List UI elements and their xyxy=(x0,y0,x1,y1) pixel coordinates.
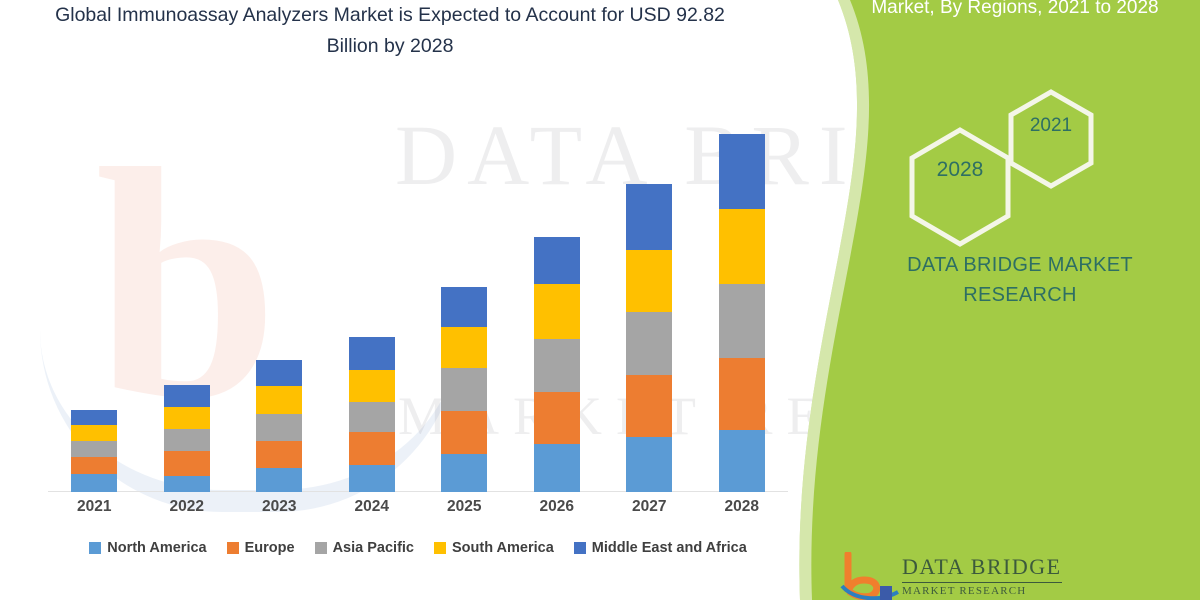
legend-item[interactable]: Middle East and Africa xyxy=(573,540,747,556)
legend-swatch-icon xyxy=(226,542,239,554)
bar-segment[interactable] xyxy=(348,464,395,492)
bar-segment[interactable] xyxy=(348,369,395,402)
dbmr-logo-sub: MARKET RESEARCH xyxy=(902,582,1062,597)
legend-label: Middle East and Africa xyxy=(591,540,747,556)
x-axis-label-2027: 2027 xyxy=(632,498,667,515)
chart-area: Global Immunoassay Analyzers Market is E… xyxy=(48,4,788,556)
bar-segment[interactable] xyxy=(533,236,580,284)
x-axis-label-2022: 2022 xyxy=(169,498,204,515)
bar-segment[interactable] xyxy=(626,374,673,437)
legend-swatch-icon xyxy=(573,542,586,554)
dbmr-logo-wordmark: DATA BRIDGE MARKET RESEARCH xyxy=(902,554,1062,597)
x-axis-line xyxy=(48,491,788,492)
stacked-bar-plot xyxy=(48,120,788,492)
hexagon-2021-icon xyxy=(1005,88,1097,190)
dbmr-logo-mark-icon xyxy=(840,550,906,600)
bar-segment[interactable] xyxy=(71,424,118,441)
chart-legend: North America Europe Asia Pacific South Ame… xyxy=(48,540,788,556)
bar-segment[interactable] xyxy=(71,409,118,425)
bar-segment[interactable] xyxy=(533,391,580,445)
dbmr-logo: DATA BRIDGE MARKET RESEARCH xyxy=(840,550,1140,600)
hexagon-2021-label: 2021 xyxy=(1029,115,1073,136)
bar-segment[interactable] xyxy=(441,410,488,455)
bar-segment[interactable] xyxy=(533,283,580,339)
bar-segment[interactable] xyxy=(71,456,118,474)
bar-segment[interactable] xyxy=(626,184,673,250)
bar-segment[interactable] xyxy=(441,326,488,368)
dbmr-logo-name: DATA BRIDGE xyxy=(902,554,1062,579)
bar-segment[interactable] xyxy=(441,454,488,492)
bar-segment[interactable] xyxy=(348,431,395,465)
hexagon-2028-label: 2028 xyxy=(936,158,984,181)
x-axis-label-2021: 2021 xyxy=(77,498,112,515)
bar-segment[interactable] xyxy=(533,444,580,492)
legend-label: North America xyxy=(107,540,207,556)
bar-2025[interactable] xyxy=(441,286,488,492)
bar-segment[interactable] xyxy=(256,359,303,386)
bar-segment[interactable] xyxy=(348,401,395,432)
bar-segment[interactable] xyxy=(256,440,303,468)
bar-segment[interactable] xyxy=(533,338,580,392)
bar-segment[interactable] xyxy=(348,336,395,370)
bar-segment[interactable] xyxy=(163,385,210,408)
bar-segment[interactable] xyxy=(441,367,488,411)
legend-item[interactable]: North America xyxy=(89,540,207,556)
bar-segment[interactable] xyxy=(163,407,210,430)
legend-swatch-icon xyxy=(434,542,446,554)
bar-2024[interactable] xyxy=(348,336,395,492)
bar-segment[interactable] xyxy=(626,311,673,375)
x-axis-label-2028: 2028 xyxy=(724,498,759,515)
bar-segment[interactable] xyxy=(718,284,765,358)
bar-segment[interactable] xyxy=(256,413,303,441)
x-axis-label-2026: 2026 xyxy=(539,498,574,515)
bar-segment[interactable] xyxy=(256,385,303,414)
legend-label: Europe xyxy=(244,540,295,556)
x-axis-label-2024: 2024 xyxy=(354,498,389,515)
hexagon-2028-icon xyxy=(905,126,1015,248)
legend-label: South America xyxy=(452,540,554,556)
hexagon-badges: 2028 2021 xyxy=(905,88,1135,247)
legend-label: Asia Pacific xyxy=(332,540,414,556)
bar-segment[interactable] xyxy=(718,209,765,285)
bar-segment[interactable] xyxy=(163,476,210,492)
x-axis-label-2023: 2023 xyxy=(262,498,297,515)
legend-item[interactable]: Europe xyxy=(226,540,295,556)
bar-2028[interactable] xyxy=(718,134,765,492)
x-axis-label-2025: 2025 xyxy=(447,498,482,515)
legend-swatch-icon xyxy=(314,542,327,554)
bar-segment[interactable] xyxy=(718,357,765,430)
bar-segment[interactable] xyxy=(71,473,118,492)
bar-segment[interactable] xyxy=(718,134,765,210)
bar-segment[interactable] xyxy=(718,429,765,492)
bar-segment[interactable] xyxy=(256,467,303,492)
chart-title: Global Immunoassay Analyzers Market is E… xyxy=(55,4,725,57)
bar-segment[interactable] xyxy=(163,451,210,477)
legend-item[interactable]: Asia Pacific xyxy=(314,540,414,556)
x-axis-labels: 2021 2022 2023 2024 2025 2026 2027 2028 xyxy=(48,498,788,526)
bar-segment[interactable] xyxy=(441,286,488,327)
bar-2021[interactable] xyxy=(71,409,118,492)
bar-2022[interactable] xyxy=(163,385,210,492)
legend-swatch-icon xyxy=(89,542,102,554)
bar-2023[interactable] xyxy=(256,359,303,492)
bar-segment[interactable] xyxy=(626,436,673,492)
legend-item[interactable]: South America xyxy=(434,540,554,556)
bar-segment[interactable] xyxy=(626,249,673,312)
bar-segment[interactable] xyxy=(163,429,210,452)
bar-segment[interactable] xyxy=(71,440,118,457)
bar-2026[interactable] xyxy=(533,236,580,492)
brand-text: DATA BRIDGE MARKET RESEARCH xyxy=(907,254,1133,306)
panel-title: Market, By Regions, 2021 to 2028 xyxy=(871,0,1159,18)
bar-2027[interactable] xyxy=(626,184,673,492)
